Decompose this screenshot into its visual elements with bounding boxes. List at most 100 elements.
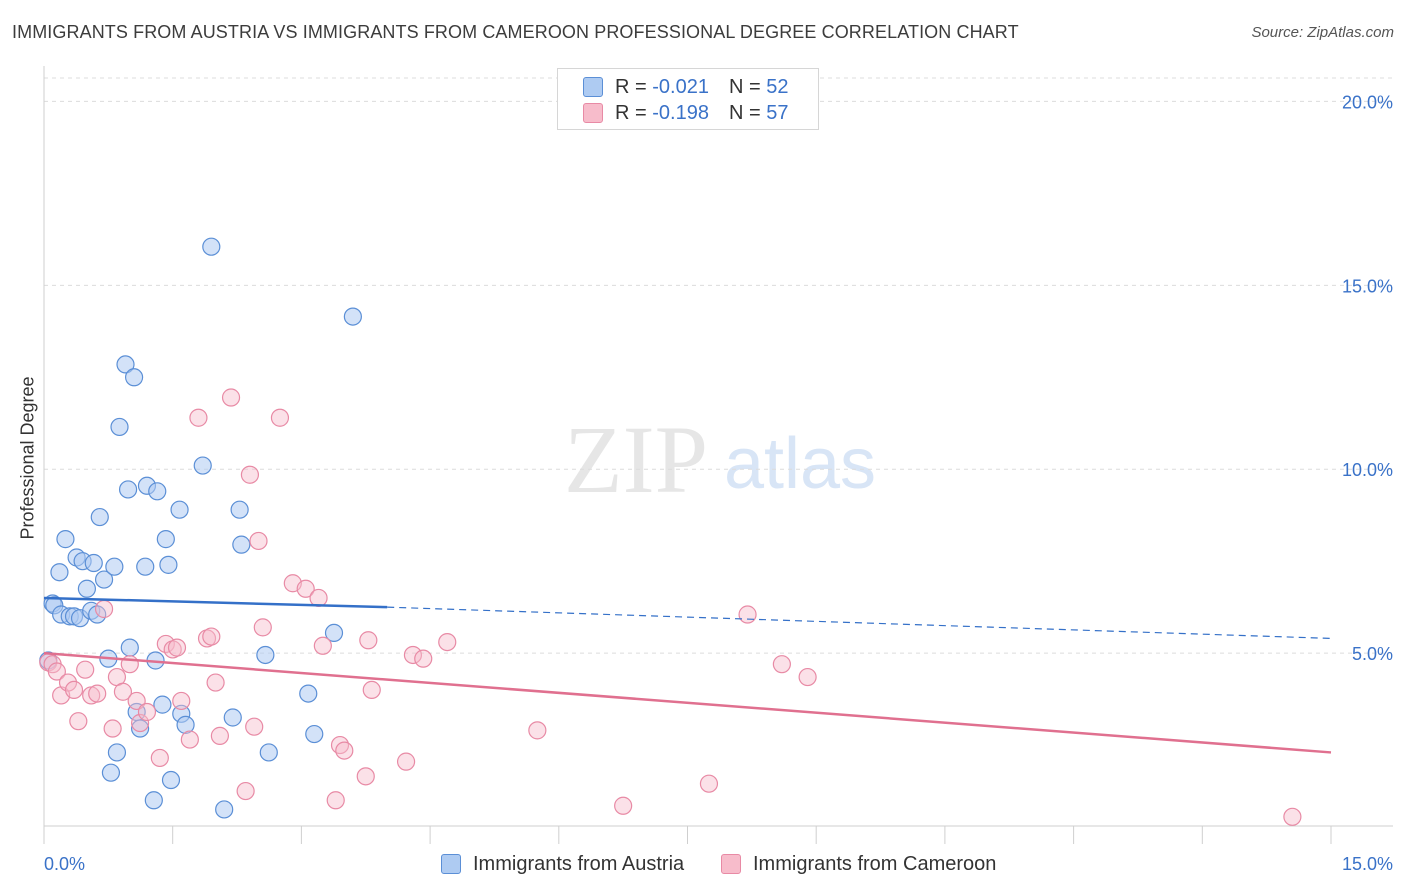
cameroon-point [202,627,221,646]
austria-point [118,480,138,499]
series-cameroon-points [39,388,1302,826]
series-austria-points [39,237,362,819]
austria-point [50,563,69,582]
austria-point [107,743,127,762]
austria-point [223,708,242,727]
y-axis-label: Professional Degree [17,376,38,540]
x-tick-label: 0.0% [44,854,85,874]
x-tick-labels: 0.0% 15.0% [44,854,1393,874]
cameroon-point [189,408,208,427]
austria-point [101,763,121,782]
bottom-legend-cameroon: Immigrants from Cameroon [721,852,996,876]
source-label: Source: ZipAtlas.com [1251,24,1394,41]
austria-point [193,456,212,475]
legend-n-value-cameroon: 57 [766,101,789,124]
cameroon-point [167,638,187,657]
austria-point [56,530,75,549]
cameroon-point [76,660,95,679]
austria-point [120,638,139,657]
legend-row-cameroon: R = -0.198 N = 57 [583,101,788,125]
legend-row-austria: R = -0.021 N = 52 [583,75,788,99]
austria-point [84,553,103,573]
austria-point [144,791,163,810]
bottom-legend-label-austria: Immigrants from Austria [473,852,685,875]
cameroon-point [221,388,241,407]
y-tick-label: 20.0% [1342,92,1393,112]
cameroon-point [313,636,332,655]
austria-point [156,530,175,549]
y-tick-labels: 5.0% 10.0% 15.0% 20.0% [1342,92,1393,664]
cameroon-point [738,605,757,624]
cameroon-point [396,752,416,771]
cameroon-trend-line [43,651,1332,754]
cameroon-point [699,774,719,793]
austria-point [176,715,195,734]
austria-point [110,417,129,437]
austria-point [124,368,144,387]
cameroon-point [245,717,264,736]
austria-point [324,623,344,643]
austria-point [230,500,249,519]
cameroon-point [180,730,199,749]
austria-point [343,307,362,326]
cameroon-point [249,531,268,551]
bottom-legend-austria: Immigrants from Austria [441,852,684,876]
legend-swatch-austria [583,77,603,97]
cameroon-point [236,781,255,801]
cameroon-point [414,649,433,668]
watermark-zip: ZIP [564,406,708,513]
austria-point [299,684,318,703]
trend-lines [43,596,1332,754]
y-tick-label: 5.0% [1352,644,1393,664]
austria-point [215,800,234,819]
cameroon-point [113,682,133,701]
austria-point [170,500,189,519]
austria-trend-line [43,596,388,609]
cameroon-point [103,719,122,738]
legend-swatch-cameroon [583,103,603,123]
y-tick-label: 10.0% [1342,460,1393,480]
legend-n-value-austria: 52 [766,75,789,98]
y-tick-label: 15.0% [1342,276,1393,296]
watermark: ZIP atlas [564,406,876,513]
austria-point [136,557,155,576]
cameroon-point [172,691,191,711]
legend-r-label: R = [615,101,647,124]
austria-point [130,719,150,738]
cameroon-point [296,579,315,598]
cameroon-point [798,667,817,687]
cameroon-point [88,684,107,703]
austria-point [161,770,181,790]
austria-trend-extension [387,606,1332,640]
austria-point [159,555,178,574]
cameroon-point [356,767,375,786]
cameroon-point [58,673,78,692]
cameroon-point [335,741,354,760]
correlation-legend: R = -0.021 N = 52 R = -0.198 N = 57 [557,68,819,130]
axes [43,66,1393,844]
legend-n-label: N = [728,101,761,124]
cameroon-point [94,599,114,619]
austria-point [90,507,109,527]
cameroon-point [64,680,84,700]
cameroon-point [438,632,457,652]
cameroon-point [1283,807,1302,826]
cameroon-point [326,791,345,810]
austria-point [105,557,124,576]
cameroon-point [69,712,88,731]
cameroon-point [130,713,150,733]
austria-point [77,579,97,598]
bottom-legend-swatch-austria [441,854,461,874]
austria-point [153,695,172,714]
cameroon-point [403,645,423,665]
bottom-legend-swatch-cameroon [721,854,741,874]
cameroon-point [528,721,547,740]
cameroon-point [359,631,378,650]
watermark-atlas: atlas [724,424,876,504]
legend-n-label: N = [728,75,761,98]
cameroon-point [137,702,157,722]
legend-r-value-cameroon: -0.198 [652,101,709,124]
cameroon-point [210,726,229,745]
cameroon-point [206,673,225,692]
cameroon-point [253,618,272,637]
